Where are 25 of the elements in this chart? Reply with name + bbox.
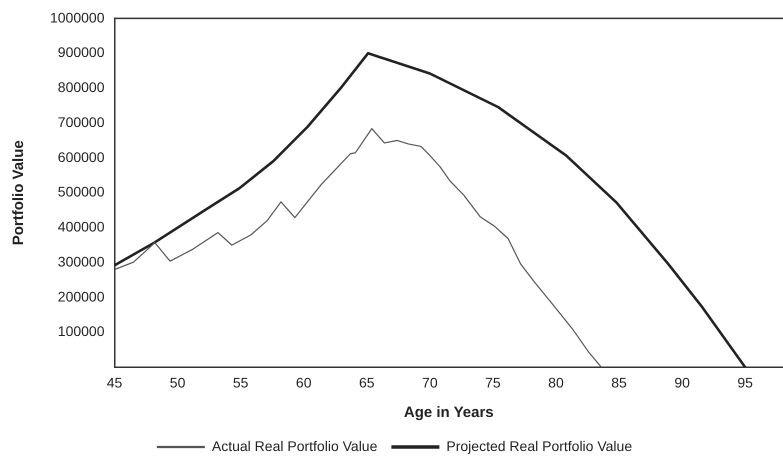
x-tick-label: 45 (106, 374, 122, 390)
x-tick-label: 50 (170, 374, 186, 390)
y-tick-label: 100000 (58, 323, 105, 340)
y-tick-label: 800000 (58, 79, 105, 96)
y-tick-label: 600000 (58, 148, 105, 165)
x-tick-label: 65 (358, 374, 375, 390)
x-tick-label: 70 (422, 374, 438, 390)
y-tick-label: 700000 (58, 114, 105, 130)
legend-label: Actual Real Portfolio Value (212, 438, 378, 454)
x-tick-label: 55 (232, 374, 249, 390)
x-tick-label: 95 (737, 374, 754, 390)
x-tick-label: 80 (548, 374, 564, 390)
y-tick-label: 400000 (58, 218, 105, 235)
x-tick-label: 90 (674, 374, 690, 390)
y-tick-label: 1000000 (50, 9, 105, 26)
y-axis-title: Portfolio Value (10, 140, 28, 246)
legend-label: Projected Real Portfolio Value (446, 438, 632, 454)
y-tick-label: 200000 (58, 288, 105, 304)
y-tick-label: 500000 (58, 184, 105, 200)
x-tick-label: 75 (485, 374, 501, 390)
x-tick-label: 60 (296, 374, 312, 390)
y-tick-label: 900000 (58, 44, 105, 60)
x-axis-title: Age in Years (404, 404, 494, 422)
y-tick-label: 300000 (58, 253, 105, 270)
x-tick-label: 85 (611, 374, 628, 390)
